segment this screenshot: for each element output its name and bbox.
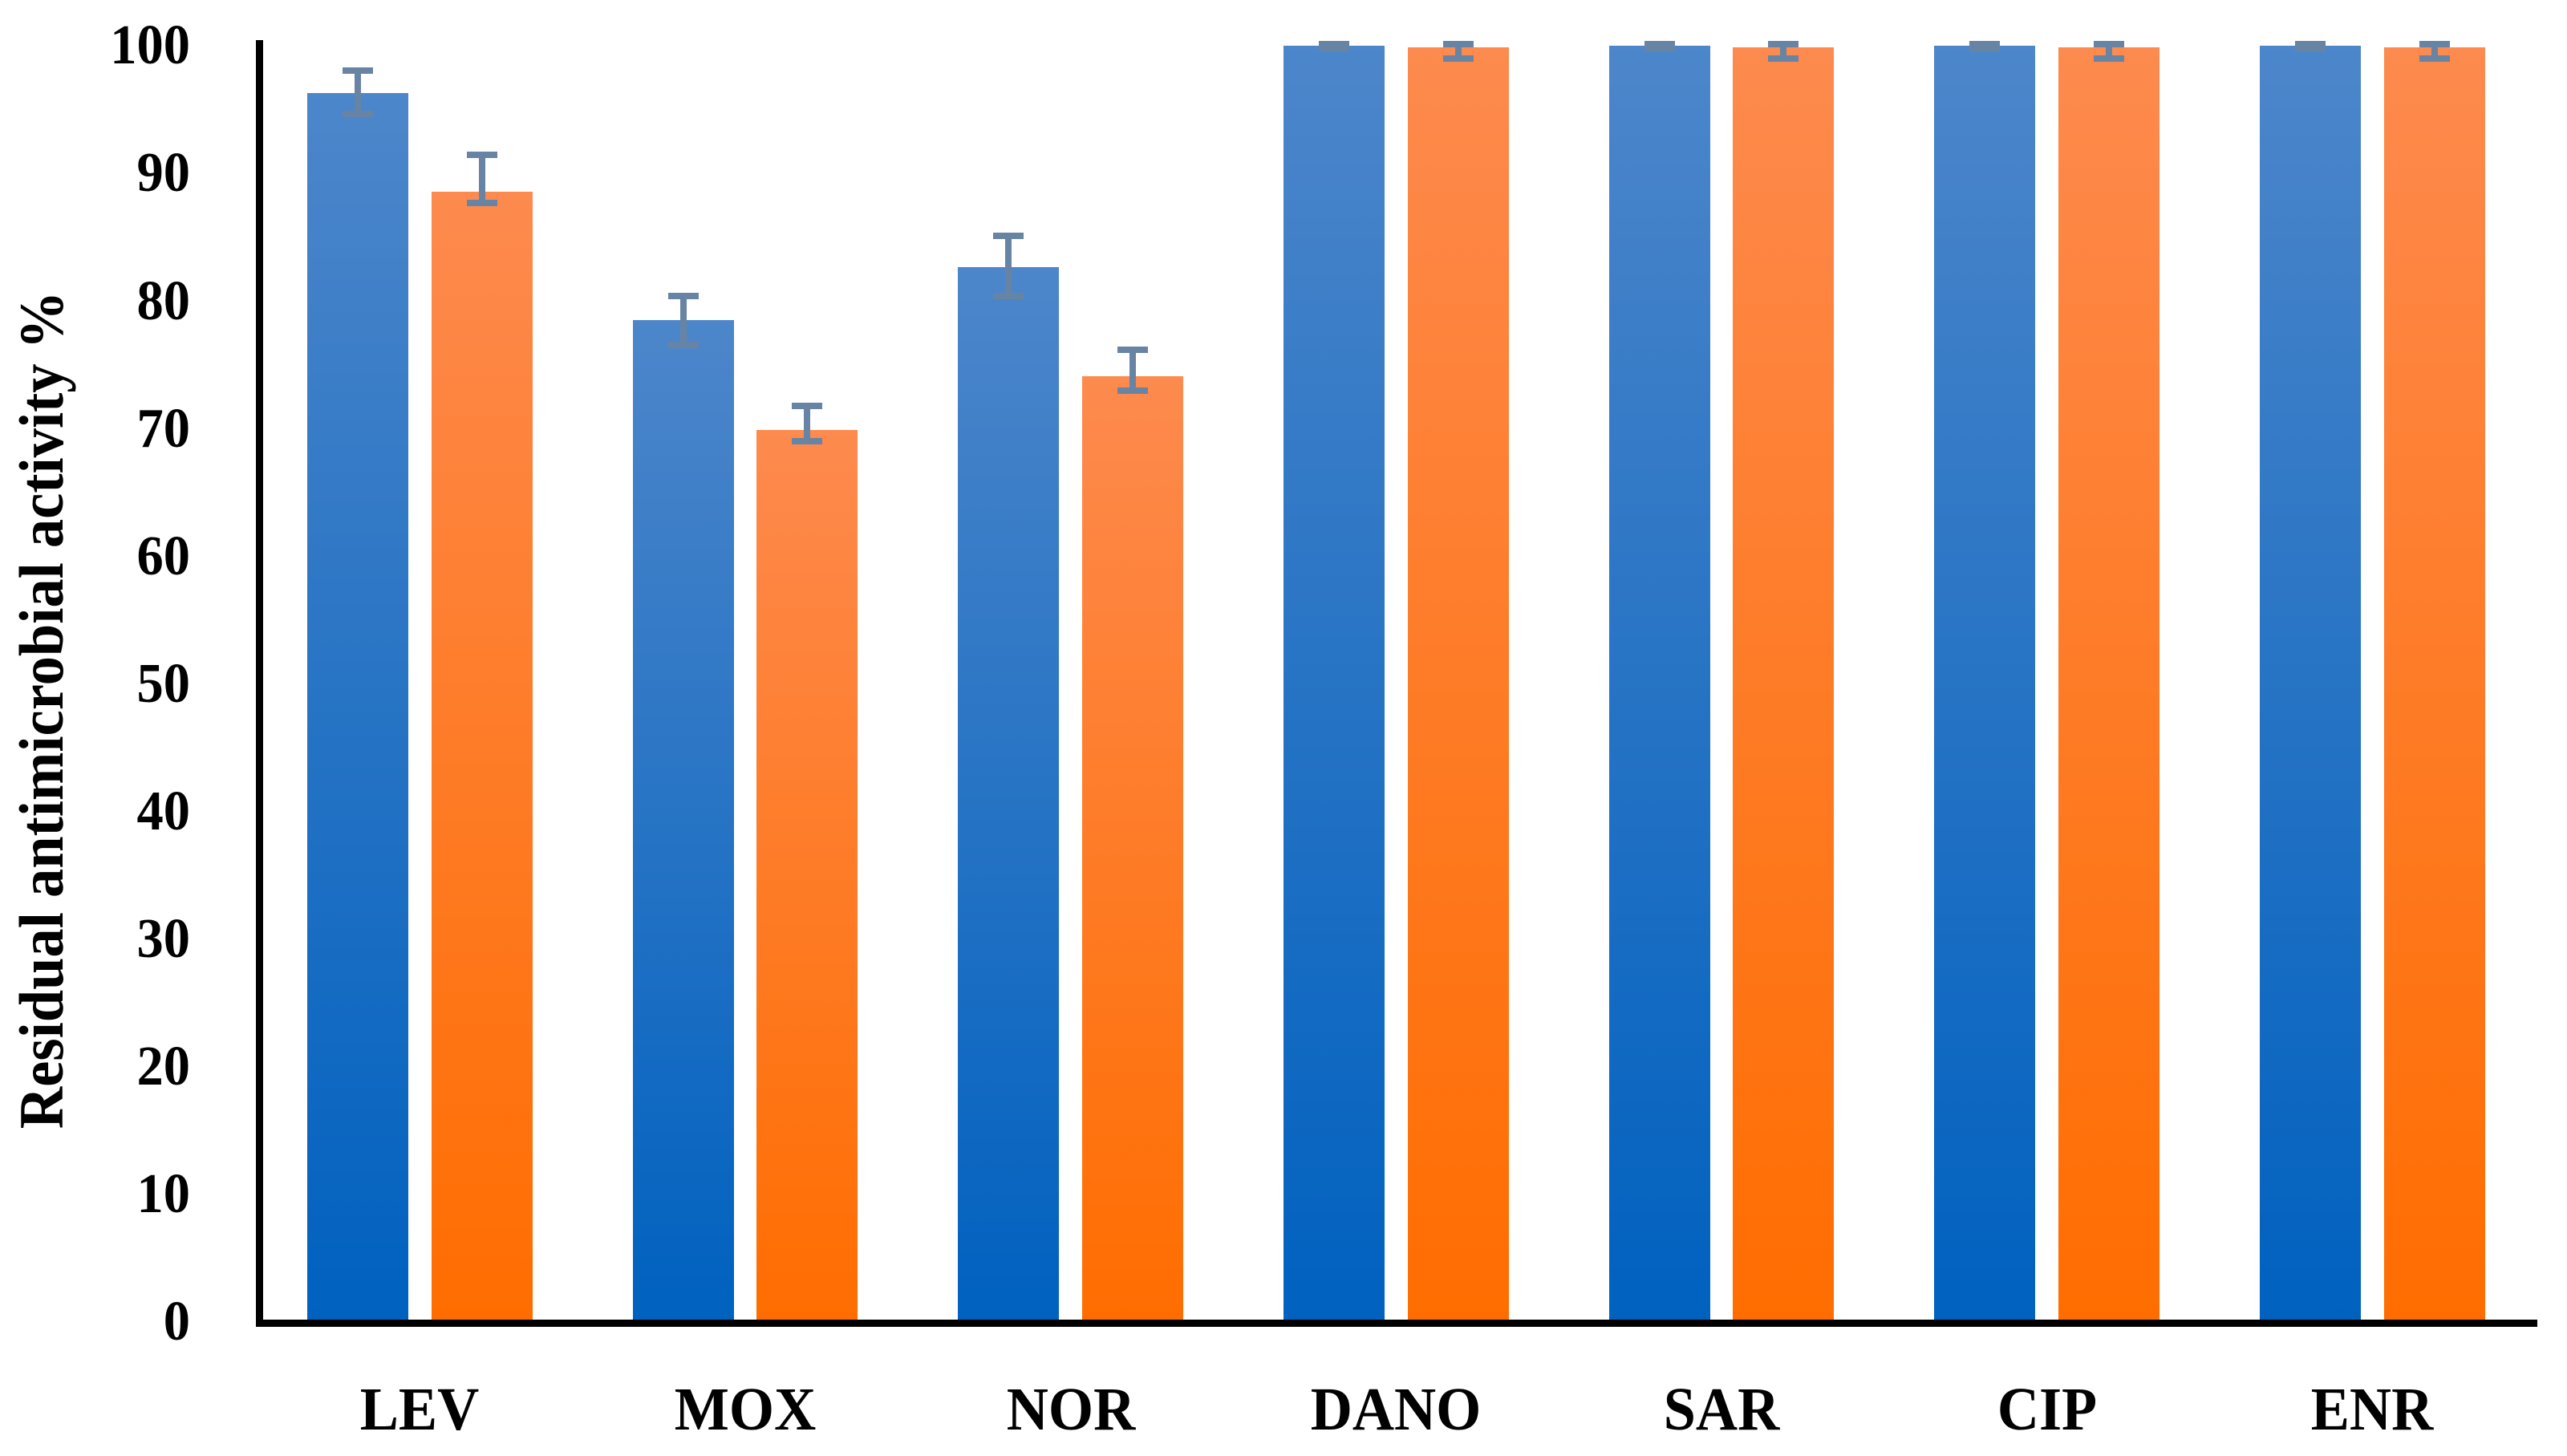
bar-cip-orange [2058,47,2159,1322]
error-bar-enr-orange-line [2431,44,2438,59]
error-bar-mox-orange-cap-bottom [792,438,823,445]
error-bar-mox-blue-cap-top [667,293,699,300]
error-bar-lev-orange-line [478,154,485,204]
error-bar-enr-orange-cap-top [2419,41,2450,47]
error-bar-cip-orange-cap-top [2093,41,2124,47]
error-bar-sar-orange-cap-top [1768,41,1799,47]
x-category-label-dano: DANO [1311,1376,1482,1443]
x-category-label-nor: NOR [1006,1376,1135,1443]
error-bar-mox-orange-cap-top [792,402,823,409]
bar-mox-orange [756,430,858,1322]
bar-enr-orange [2383,47,2485,1322]
error-bar-nor-orange-line [1129,349,1136,391]
x-axis-line [256,1320,2537,1327]
bar-mox-blue [632,320,734,1322]
bar-sar-orange [1733,47,1835,1322]
error-bar-nor-blue-cap-top [993,233,1024,240]
y-tick-label-30: 30 [136,907,191,970]
bar-enr-blue [2260,46,2362,1322]
bar-sar-blue [1608,46,1710,1322]
error-bar-cip-orange-line [2105,44,2112,59]
error-bar-dano-orange-line [1454,44,1462,59]
error-bar-dano-blue-cap-top [1319,41,1349,47]
error-bar-dano-blue-cap-bottom [1319,44,1349,51]
bar-dano-blue [1284,46,1385,1322]
x-category-label-enr: ENR [2311,1376,2434,1443]
error-bar-sar-orange-line [1780,44,1787,59]
y-tick-label-0: 0 [163,1291,190,1353]
bar-lev-blue [307,93,408,1322]
bar-nor-orange [1081,376,1183,1322]
bar-nor-blue [958,266,1060,1322]
error-bar-cip-orange-cap-bottom [2093,55,2124,63]
error-bar-nor-blue-cap-bottom [993,293,1024,300]
y-tick-label-10: 10 [136,1162,191,1225]
error-bar-lev-orange-cap-top [466,151,497,158]
error-bar-mox-blue-line [679,296,687,345]
y-tick-label-80: 80 [136,270,191,332]
bar-dano-orange [1407,47,1509,1322]
error-bar-sar-blue-cap-top [1644,41,1675,47]
error-bar-cip-blue-cap-bottom [1969,44,2001,51]
y-axis-line [256,40,263,1324]
error-bar-mox-orange-line [804,405,811,442]
error-bar-enr-blue-cap-top [2295,41,2326,47]
error-bar-lev-blue-cap-top [343,67,373,74]
error-bar-nor-orange-cap-top [1117,346,1148,353]
error-bar-dano-orange-cap-bottom [1442,55,1474,63]
y-tick-label-60: 60 [136,525,191,587]
error-bar-enr-orange-cap-bottom [2419,55,2450,63]
y-tick-label-40: 40 [136,780,191,842]
bar-lev-orange [431,191,533,1322]
error-bar-dano-orange-cap-top [1442,41,1474,47]
y-tick-label-20: 20 [136,1035,191,1097]
y-tick-label-70: 70 [136,397,191,460]
error-bar-sar-blue-cap-bottom [1644,44,1675,51]
y-tick-label-100: 100 [110,14,190,77]
y-tick-label-50: 50 [136,652,191,715]
error-bar-lev-blue-line [355,70,361,114]
error-bar-cip-blue-cap-top [1969,41,2001,47]
x-category-label-cip: CIP [1997,1376,2097,1443]
bar-cip-blue [1934,46,2036,1322]
error-bar-nor-blue-line [1005,236,1012,297]
x-category-label-mox: MOX [674,1376,817,1443]
error-bar-lev-blue-cap-bottom [343,110,373,117]
error-bar-enr-blue-cap-bottom [2295,44,2326,51]
error-bar-nor-orange-cap-bottom [1117,387,1148,394]
y-tick-label-90: 90 [136,142,191,205]
error-bar-mox-blue-cap-bottom [667,341,699,348]
error-bar-lev-orange-cap-bottom [466,200,497,207]
error-bar-sar-orange-cap-bottom [1768,55,1799,63]
x-category-label-lev: LEV [360,1376,480,1443]
x-category-label-sar: SAR [1663,1376,1780,1443]
